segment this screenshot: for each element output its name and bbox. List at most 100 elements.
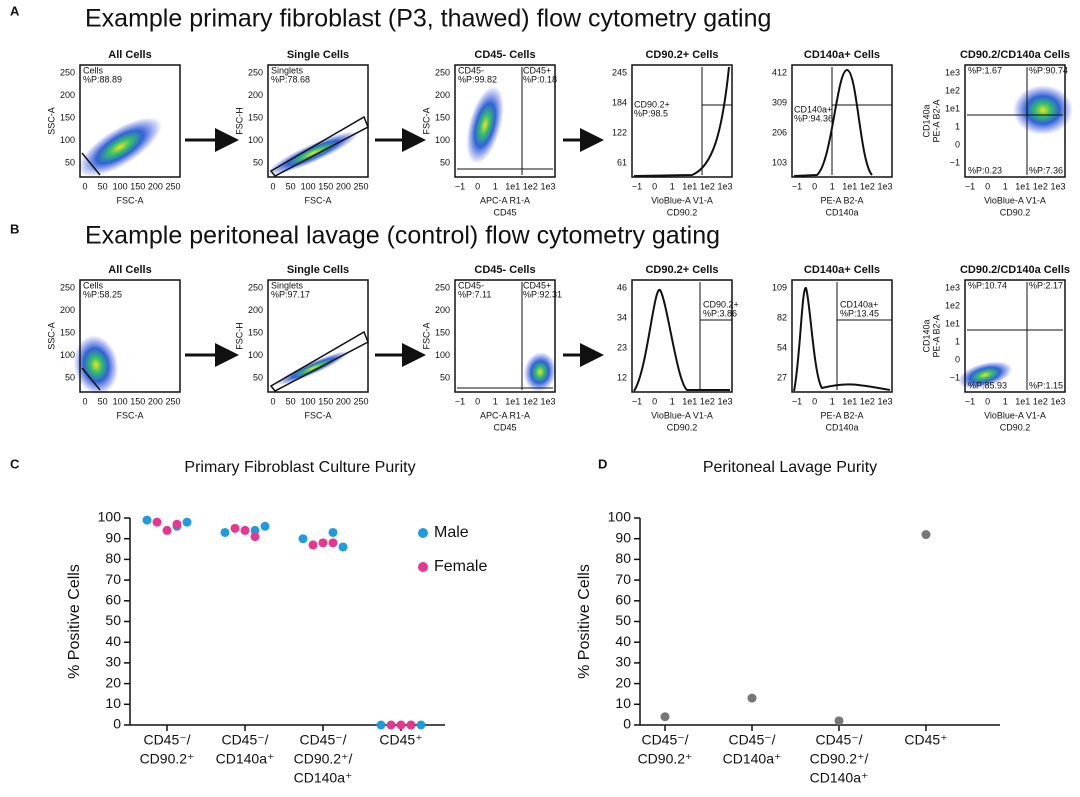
x-axis-label: CD140a (825, 207, 858, 217)
x-tick-label: 200 (336, 181, 351, 191)
y-axis-label: FSC-H (234, 107, 244, 135)
x-tick-label: 0 (652, 181, 657, 191)
x-axis-label: CD90.2 (1000, 422, 1031, 432)
x-tick-label: CD140a⁺ (216, 751, 275, 767)
y-tick-label: 200 (60, 305, 75, 315)
x-axis-label: CD90.2 (667, 422, 698, 432)
x-tick-label: 1e2 (700, 181, 715, 191)
data-point (182, 517, 192, 527)
y-tick-label: 70 (105, 571, 121, 587)
y-tick-label: 109 (772, 282, 787, 292)
x-axis-label: VioBlue-A V1-A (651, 410, 713, 420)
histogram-curve (633, 288, 730, 392)
gate-label: CD140a+ (840, 299, 878, 309)
y-tick-label: 82 (777, 312, 787, 322)
data-point (416, 720, 426, 730)
y-tick-label: 10 (105, 695, 121, 711)
gate-label: %P:2.17 (1029, 280, 1063, 290)
x-tick-label: 100 (301, 396, 316, 406)
plot-title: Single Cells (287, 264, 349, 276)
plot-frame (791, 279, 893, 393)
gate-label: %P:99.82 (458, 74, 497, 84)
x-axis-label: CD90.2 (667, 207, 698, 217)
y-tick-label: 100 (248, 350, 263, 360)
plot-frame (79, 279, 181, 393)
plot-frame (631, 279, 733, 393)
x-tick-label: 0 (270, 181, 275, 191)
gate-label: Singlets (271, 280, 304, 290)
y-tick-label: 250 (60, 282, 75, 292)
y-axis-label: FSC-A (421, 323, 431, 350)
y-tick-label: 250 (60, 67, 75, 77)
x-axis-label: CD90.2 (1000, 207, 1031, 217)
gate-label: Singlets (271, 65, 304, 75)
plot-frame (964, 279, 1066, 393)
y-tick-label: 100 (435, 135, 450, 145)
y-tick-label: 1e1 (945, 103, 960, 113)
plot-frame (79, 64, 181, 178)
x-tick-label: CD90.2⁺/ (810, 751, 869, 767)
y-tick-label: 100 (435, 350, 450, 360)
data-point (308, 540, 318, 550)
y-tick-label: 23 (617, 342, 627, 352)
data-point (172, 519, 182, 529)
plot-title: CD45- Cells (474, 264, 535, 276)
y-tick-label: 150 (435, 112, 450, 122)
x-tick-label: 1e1 (505, 396, 520, 406)
y-tick-label: 30 (615, 654, 631, 670)
x-tick-label: 1 (1003, 396, 1008, 406)
gate-label: Cells (83, 65, 104, 75)
y-tick-label: 245 (612, 67, 627, 77)
x-tick-label: 250 (165, 396, 180, 406)
y-tick-label: 40 (615, 633, 631, 649)
gate-label: %P:7.36 (1029, 165, 1063, 175)
x-axis-label: FSC-A (117, 410, 144, 420)
x-axis-label: VioBlue-A V1-A (984, 195, 1046, 205)
y-tick-label: 250 (248, 282, 263, 292)
chart-title: Peritoneal Lavage Purity (703, 459, 877, 476)
data-point (376, 720, 386, 730)
x-tick-label: 1e3 (877, 181, 892, 191)
gate-label: %P:90.74 (1029, 65, 1068, 75)
y-tick-label: 1 (955, 336, 960, 346)
x-tick-label: 1 (830, 396, 835, 406)
x-tick-label: 1e1 (682, 181, 697, 191)
y-tick-label: 34 (617, 312, 627, 322)
x-axis-label: APC-A R1-A (480, 410, 530, 420)
x-axis-label: VioBlue-A V1-A (651, 195, 713, 205)
y-tick-label: 150 (248, 327, 263, 337)
x-tick-label: 1 (493, 181, 498, 191)
x-tick-label: 1e2 (860, 181, 875, 191)
plot-frame (454, 64, 556, 178)
data-point (396, 720, 406, 730)
y-tick-label: −1 (950, 157, 960, 167)
x-tick-label: 1e2 (860, 396, 875, 406)
y-tick-label: 309 (772, 97, 787, 107)
x-tick-label: 1e3 (1050, 181, 1065, 191)
data-point (834, 716, 844, 726)
x-tick-label: −1 (455, 181, 465, 191)
histogram-curve (793, 286, 891, 392)
plot-frame (267, 64, 369, 178)
gate-label: %P:1.67 (968, 65, 1002, 75)
panel-letter: D (598, 456, 607, 471)
x-tick-label: 0 (652, 396, 657, 406)
y-tick-label: 50 (105, 612, 121, 628)
y-tick-label: 50 (615, 612, 631, 628)
y-tick-label: 1e2 (945, 300, 960, 310)
density-cloud (523, 352, 557, 392)
x-tick-label: 150 (130, 181, 145, 191)
x-tick-label: CD45⁺ (904, 732, 947, 748)
gate-label: %P:85.93 (968, 380, 1007, 390)
y-tick-label: 50 (65, 157, 75, 167)
x-tick-label: 1e3 (540, 396, 555, 406)
y-tick-label: 61 (617, 157, 627, 167)
gate-label: CD140a+ (794, 104, 832, 114)
y-tick-label: 90 (615, 529, 631, 545)
y-tick-label: 150 (435, 327, 450, 337)
data-point (240, 525, 250, 535)
y-tick-label: 1e3 (945, 282, 960, 292)
y-tick-label: 150 (60, 112, 75, 122)
x-tick-label: 50 (98, 396, 108, 406)
x-tick-label: 1e2 (523, 396, 538, 406)
